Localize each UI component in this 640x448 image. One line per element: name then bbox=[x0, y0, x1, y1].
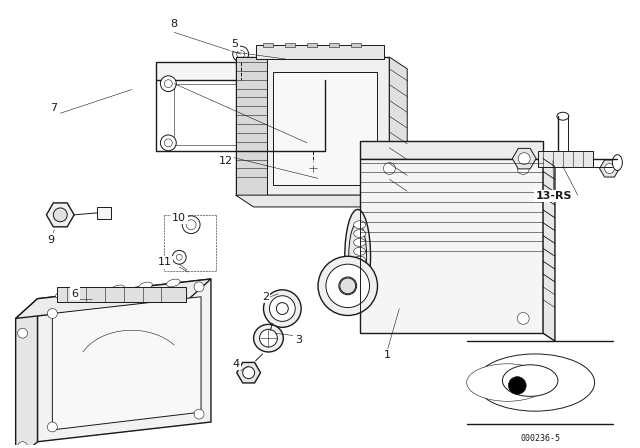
Ellipse shape bbox=[349, 223, 367, 290]
Circle shape bbox=[306, 162, 320, 176]
Circle shape bbox=[47, 309, 58, 319]
Text: 7: 7 bbox=[50, 103, 57, 113]
Circle shape bbox=[161, 135, 176, 151]
Bar bbox=[255, 45, 385, 59]
Ellipse shape bbox=[354, 238, 365, 246]
Bar bbox=[236, 57, 268, 195]
Ellipse shape bbox=[345, 209, 371, 303]
Circle shape bbox=[340, 278, 356, 294]
Ellipse shape bbox=[260, 329, 277, 347]
Circle shape bbox=[194, 282, 204, 292]
Polygon shape bbox=[52, 297, 201, 430]
Text: 8: 8 bbox=[171, 19, 178, 30]
Ellipse shape bbox=[354, 221, 365, 228]
Circle shape bbox=[164, 139, 172, 147]
Text: 11: 11 bbox=[157, 257, 172, 267]
Polygon shape bbox=[15, 299, 38, 448]
Circle shape bbox=[186, 220, 196, 230]
Ellipse shape bbox=[354, 247, 365, 255]
Circle shape bbox=[164, 80, 172, 88]
Ellipse shape bbox=[354, 256, 365, 264]
Ellipse shape bbox=[354, 283, 365, 291]
Bar bbox=[58, 287, 186, 302]
Circle shape bbox=[383, 163, 396, 174]
Circle shape bbox=[18, 328, 28, 338]
Ellipse shape bbox=[502, 365, 558, 396]
Ellipse shape bbox=[253, 324, 284, 352]
Text: 4: 4 bbox=[232, 359, 239, 369]
Polygon shape bbox=[600, 160, 620, 177]
Ellipse shape bbox=[56, 291, 69, 298]
Bar bbox=[307, 43, 317, 47]
Circle shape bbox=[605, 164, 614, 173]
Circle shape bbox=[305, 76, 321, 91]
Text: 000236-5: 000236-5 bbox=[520, 434, 560, 443]
Text: 10: 10 bbox=[172, 213, 186, 223]
Text: 13-RS: 13-RS bbox=[536, 191, 572, 201]
Ellipse shape bbox=[354, 274, 365, 282]
Text: 3: 3 bbox=[294, 335, 301, 345]
Bar bbox=[236, 57, 389, 195]
Polygon shape bbox=[543, 159, 555, 341]
Text: 12: 12 bbox=[219, 155, 233, 166]
Ellipse shape bbox=[264, 290, 301, 327]
Polygon shape bbox=[237, 362, 260, 383]
Text: 9: 9 bbox=[47, 234, 54, 245]
Circle shape bbox=[518, 153, 530, 164]
Ellipse shape bbox=[269, 296, 295, 321]
Polygon shape bbox=[15, 279, 211, 319]
Circle shape bbox=[194, 409, 204, 419]
Circle shape bbox=[243, 367, 255, 379]
Bar bbox=[285, 43, 295, 47]
Circle shape bbox=[309, 139, 317, 147]
Circle shape bbox=[53, 208, 67, 222]
Circle shape bbox=[517, 313, 529, 324]
Text: 1: 1 bbox=[384, 350, 391, 360]
Bar bbox=[538, 151, 593, 167]
Ellipse shape bbox=[557, 112, 569, 120]
Circle shape bbox=[508, 377, 526, 394]
Circle shape bbox=[233, 46, 248, 62]
Circle shape bbox=[161, 76, 176, 91]
Ellipse shape bbox=[318, 256, 378, 315]
Ellipse shape bbox=[612, 155, 622, 171]
Bar bbox=[329, 43, 339, 47]
Polygon shape bbox=[156, 62, 325, 80]
Ellipse shape bbox=[476, 354, 595, 411]
Circle shape bbox=[309, 80, 317, 88]
Ellipse shape bbox=[139, 282, 152, 290]
Ellipse shape bbox=[354, 230, 365, 237]
Ellipse shape bbox=[467, 364, 548, 401]
Polygon shape bbox=[360, 141, 543, 159]
Ellipse shape bbox=[276, 303, 288, 314]
Polygon shape bbox=[512, 148, 536, 169]
Bar bbox=[273, 72, 378, 185]
Ellipse shape bbox=[83, 288, 97, 296]
Ellipse shape bbox=[326, 264, 369, 308]
Circle shape bbox=[305, 135, 321, 151]
Bar bbox=[97, 207, 111, 219]
Circle shape bbox=[172, 250, 186, 264]
Polygon shape bbox=[389, 57, 407, 207]
Ellipse shape bbox=[166, 279, 180, 287]
Circle shape bbox=[47, 422, 58, 432]
Polygon shape bbox=[38, 279, 211, 442]
Polygon shape bbox=[360, 159, 543, 333]
Bar bbox=[174, 84, 307, 145]
Text: 5: 5 bbox=[231, 39, 238, 49]
Polygon shape bbox=[46, 203, 74, 227]
Ellipse shape bbox=[339, 277, 356, 295]
Ellipse shape bbox=[354, 265, 365, 273]
Polygon shape bbox=[236, 195, 407, 207]
Text: 2: 2 bbox=[262, 292, 269, 302]
Circle shape bbox=[517, 163, 529, 174]
Bar bbox=[351, 43, 361, 47]
Bar bbox=[264, 43, 273, 47]
Circle shape bbox=[176, 254, 182, 260]
Ellipse shape bbox=[111, 285, 125, 293]
Circle shape bbox=[182, 216, 200, 233]
Circle shape bbox=[237, 50, 244, 58]
Text: 6: 6 bbox=[72, 289, 79, 299]
Circle shape bbox=[18, 442, 28, 448]
